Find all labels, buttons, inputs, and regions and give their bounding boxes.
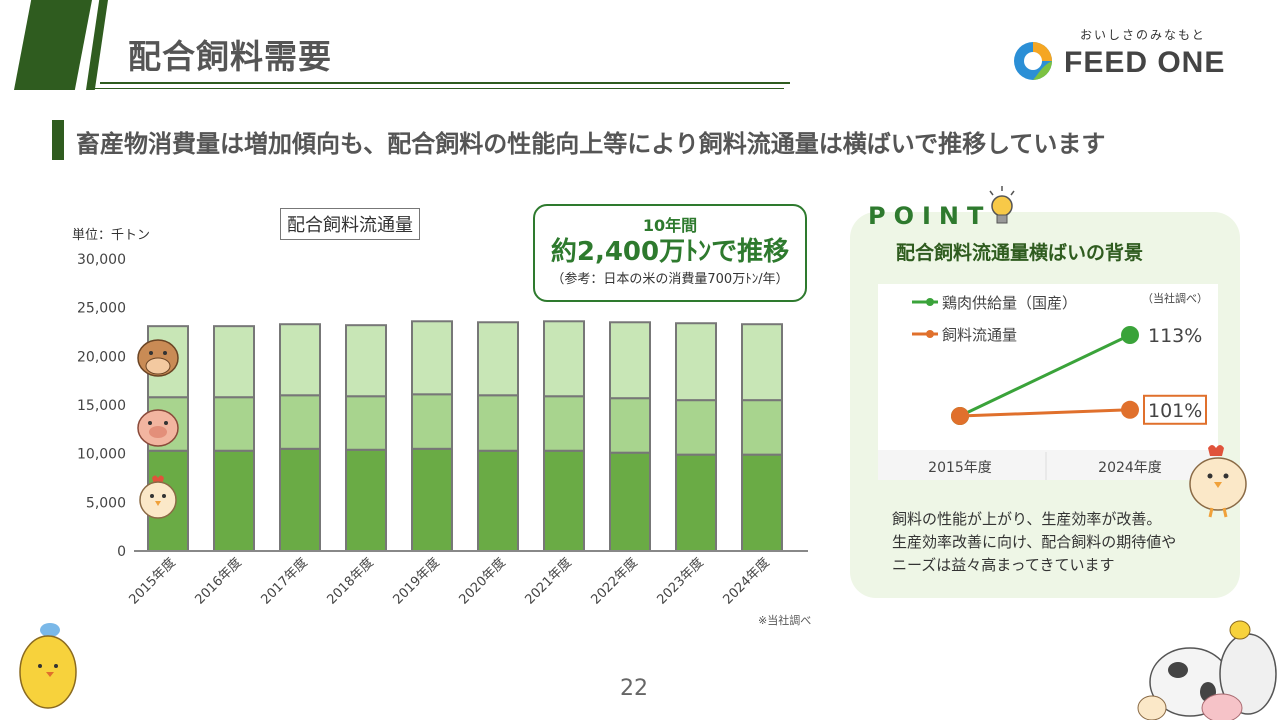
data-point <box>1121 326 1139 344</box>
source-note: ※当社調べ <box>758 614 812 627</box>
point-title: 配合飼料流通量横ばいの背景 <box>896 242 1144 264</box>
feed-one-logo-icon <box>1014 42 1052 80</box>
y-tick-label: 5,000 <box>86 495 126 511</box>
header-accent-bar <box>14 0 92 90</box>
callout-period: 10年間 <box>642 216 698 235</box>
series-line <box>959 408 1131 418</box>
bar-segment-pig <box>213 396 255 452</box>
bar-segment-pig <box>279 394 321 450</box>
x-axis-band <box>878 450 1218 480</box>
pig-icon <box>137 409 179 447</box>
header-divider <box>100 82 790 84</box>
bar-segment-pig <box>609 397 651 454</box>
legend-label: 飼料流通量 <box>942 326 1017 344</box>
x-tick-label: 2017年度 <box>258 555 311 608</box>
page-title: 配合飼料需要 <box>128 37 332 76</box>
page-number: 22 <box>620 676 648 701</box>
y-tick-label: 20,000 <box>77 349 126 365</box>
y-tick-label: 30,000 <box>77 252 126 268</box>
data-point <box>1121 400 1139 419</box>
bar-segment-chicken <box>279 447 321 552</box>
point-label: POINT <box>868 202 992 230</box>
legend-marker <box>926 298 934 306</box>
bar-segment-cattle <box>345 324 387 398</box>
x-tick-label: 2018年度 <box>324 555 377 608</box>
bar-segment-cattle <box>279 323 321 397</box>
x-tick-label: 2019年度 <box>390 555 443 608</box>
bar-segment-cattle <box>213 325 255 399</box>
subtitle-marker <box>52 120 64 160</box>
chicken-mascot-icon <box>1189 445 1247 518</box>
chick-mascot-icon <box>19 623 77 709</box>
bar-segment-pig <box>345 395 387 451</box>
bar-segment-cattle <box>741 323 783 402</box>
highlight-callout: 10年間 約2,400万ﾄﾝで推移 （参考：日本の米の消費量700万ﾄﾝ/年） <box>533 204 807 302</box>
chart-title: 配合飼料流通量 <box>280 208 420 240</box>
x-tick-label: 2023年度 <box>654 555 707 608</box>
data-point <box>951 407 969 425</box>
bar-segment-cattle <box>609 321 651 400</box>
legend-label: 鶏肉供給量（国産） <box>942 294 1077 312</box>
bar-segment-pig <box>543 395 585 452</box>
logo-wordmark: FEED ONE <box>1064 46 1226 79</box>
x-tick-label: 2024年度 <box>1098 460 1162 476</box>
point-text-line: 飼料の性能が上がり、生産効率が改善。 <box>892 510 1162 528</box>
bar-segment-chicken <box>543 449 585 553</box>
logo-tagline: おいしさのみなもと <box>1080 28 1206 42</box>
value-label: 101% <box>1148 400 1202 422</box>
bar-segment-cattle <box>675 322 717 402</box>
point-text-line: ニーズは益々高まってきています <box>892 556 1115 574</box>
bar-segment-cattle <box>477 321 519 397</box>
bar-segment-chicken <box>609 451 651 552</box>
bar-segment-chicken <box>675 453 717 552</box>
stacked-bar-chart: 0 5,000 10,000 15,000 20,000 25,000 30,000 2015… <box>77 252 808 608</box>
bar-segment-chicken <box>741 453 783 552</box>
point-text-line: 生産効率改善に向け、配合飼料の期待値や <box>892 533 1177 551</box>
bar-segment-chicken <box>477 449 519 553</box>
series-line <box>959 333 1131 418</box>
chicken-icon <box>139 475 177 519</box>
value-label: 113% <box>1148 325 1202 347</box>
bar-segment-cattle <box>411 320 453 396</box>
x-tick-label: 2024年度 <box>720 555 773 608</box>
header-divider-thin <box>94 88 784 89</box>
value-highlight-box <box>1143 394 1207 425</box>
y-tick-label: 15,000 <box>77 398 126 414</box>
cow-icon <box>137 339 179 377</box>
callout-reference: （参考：日本の米の消費量700万ﾄﾝ/年） <box>551 272 789 287</box>
x-tick-label: 2015年度 <box>928 460 992 476</box>
x-tick-label: 2020年度 <box>456 555 509 608</box>
slide-subtitle: 畜産物消費量は増加傾向も、配合飼料の性能向上等により飼料流通量は横ばいで推移して… <box>76 130 1106 158</box>
line-chart: （当社調べ） 鶏肉供給量（国産） 飼料流通量 113% 101% 2015年度 2024年度 <box>878 284 1218 480</box>
x-tick-label: 2015年度 <box>126 555 179 608</box>
y-tick-label: 10,000 <box>77 447 126 463</box>
farm-animals-icon <box>1137 620 1277 720</box>
bar-segment-pig <box>411 393 453 450</box>
callout-value: 約2,400万ﾄﾝで推移 <box>550 237 790 267</box>
bar-segment-chicken <box>411 447 453 552</box>
y-tick-label: 25,000 <box>77 301 126 317</box>
point-description: 飼料の性能が上がり、生産効率が改善。 生産効率改善に向け、配合飼料の期待値や ニ… <box>892 508 1176 577</box>
bar-segment-cattle <box>543 320 585 398</box>
bar-segment-pig <box>741 399 783 456</box>
x-tick-label: 2022年度 <box>588 555 641 608</box>
y-tick-label: 0 <box>117 544 126 560</box>
bar-segment-pig <box>675 399 717 456</box>
bar-segment-chicken <box>213 449 255 553</box>
lightbulb-icon <box>989 186 1015 224</box>
x-tick-label: 2021年度 <box>522 555 575 608</box>
x-tick-label: 2016年度 <box>192 555 245 608</box>
line-chart-source: （当社調べ） <box>1142 291 1208 305</box>
legend-marker <box>926 330 934 338</box>
bar-segment-chicken <box>345 448 387 552</box>
bar-segment-pig <box>477 394 519 452</box>
chart-unit-label: 単位：千トン <box>72 228 151 243</box>
